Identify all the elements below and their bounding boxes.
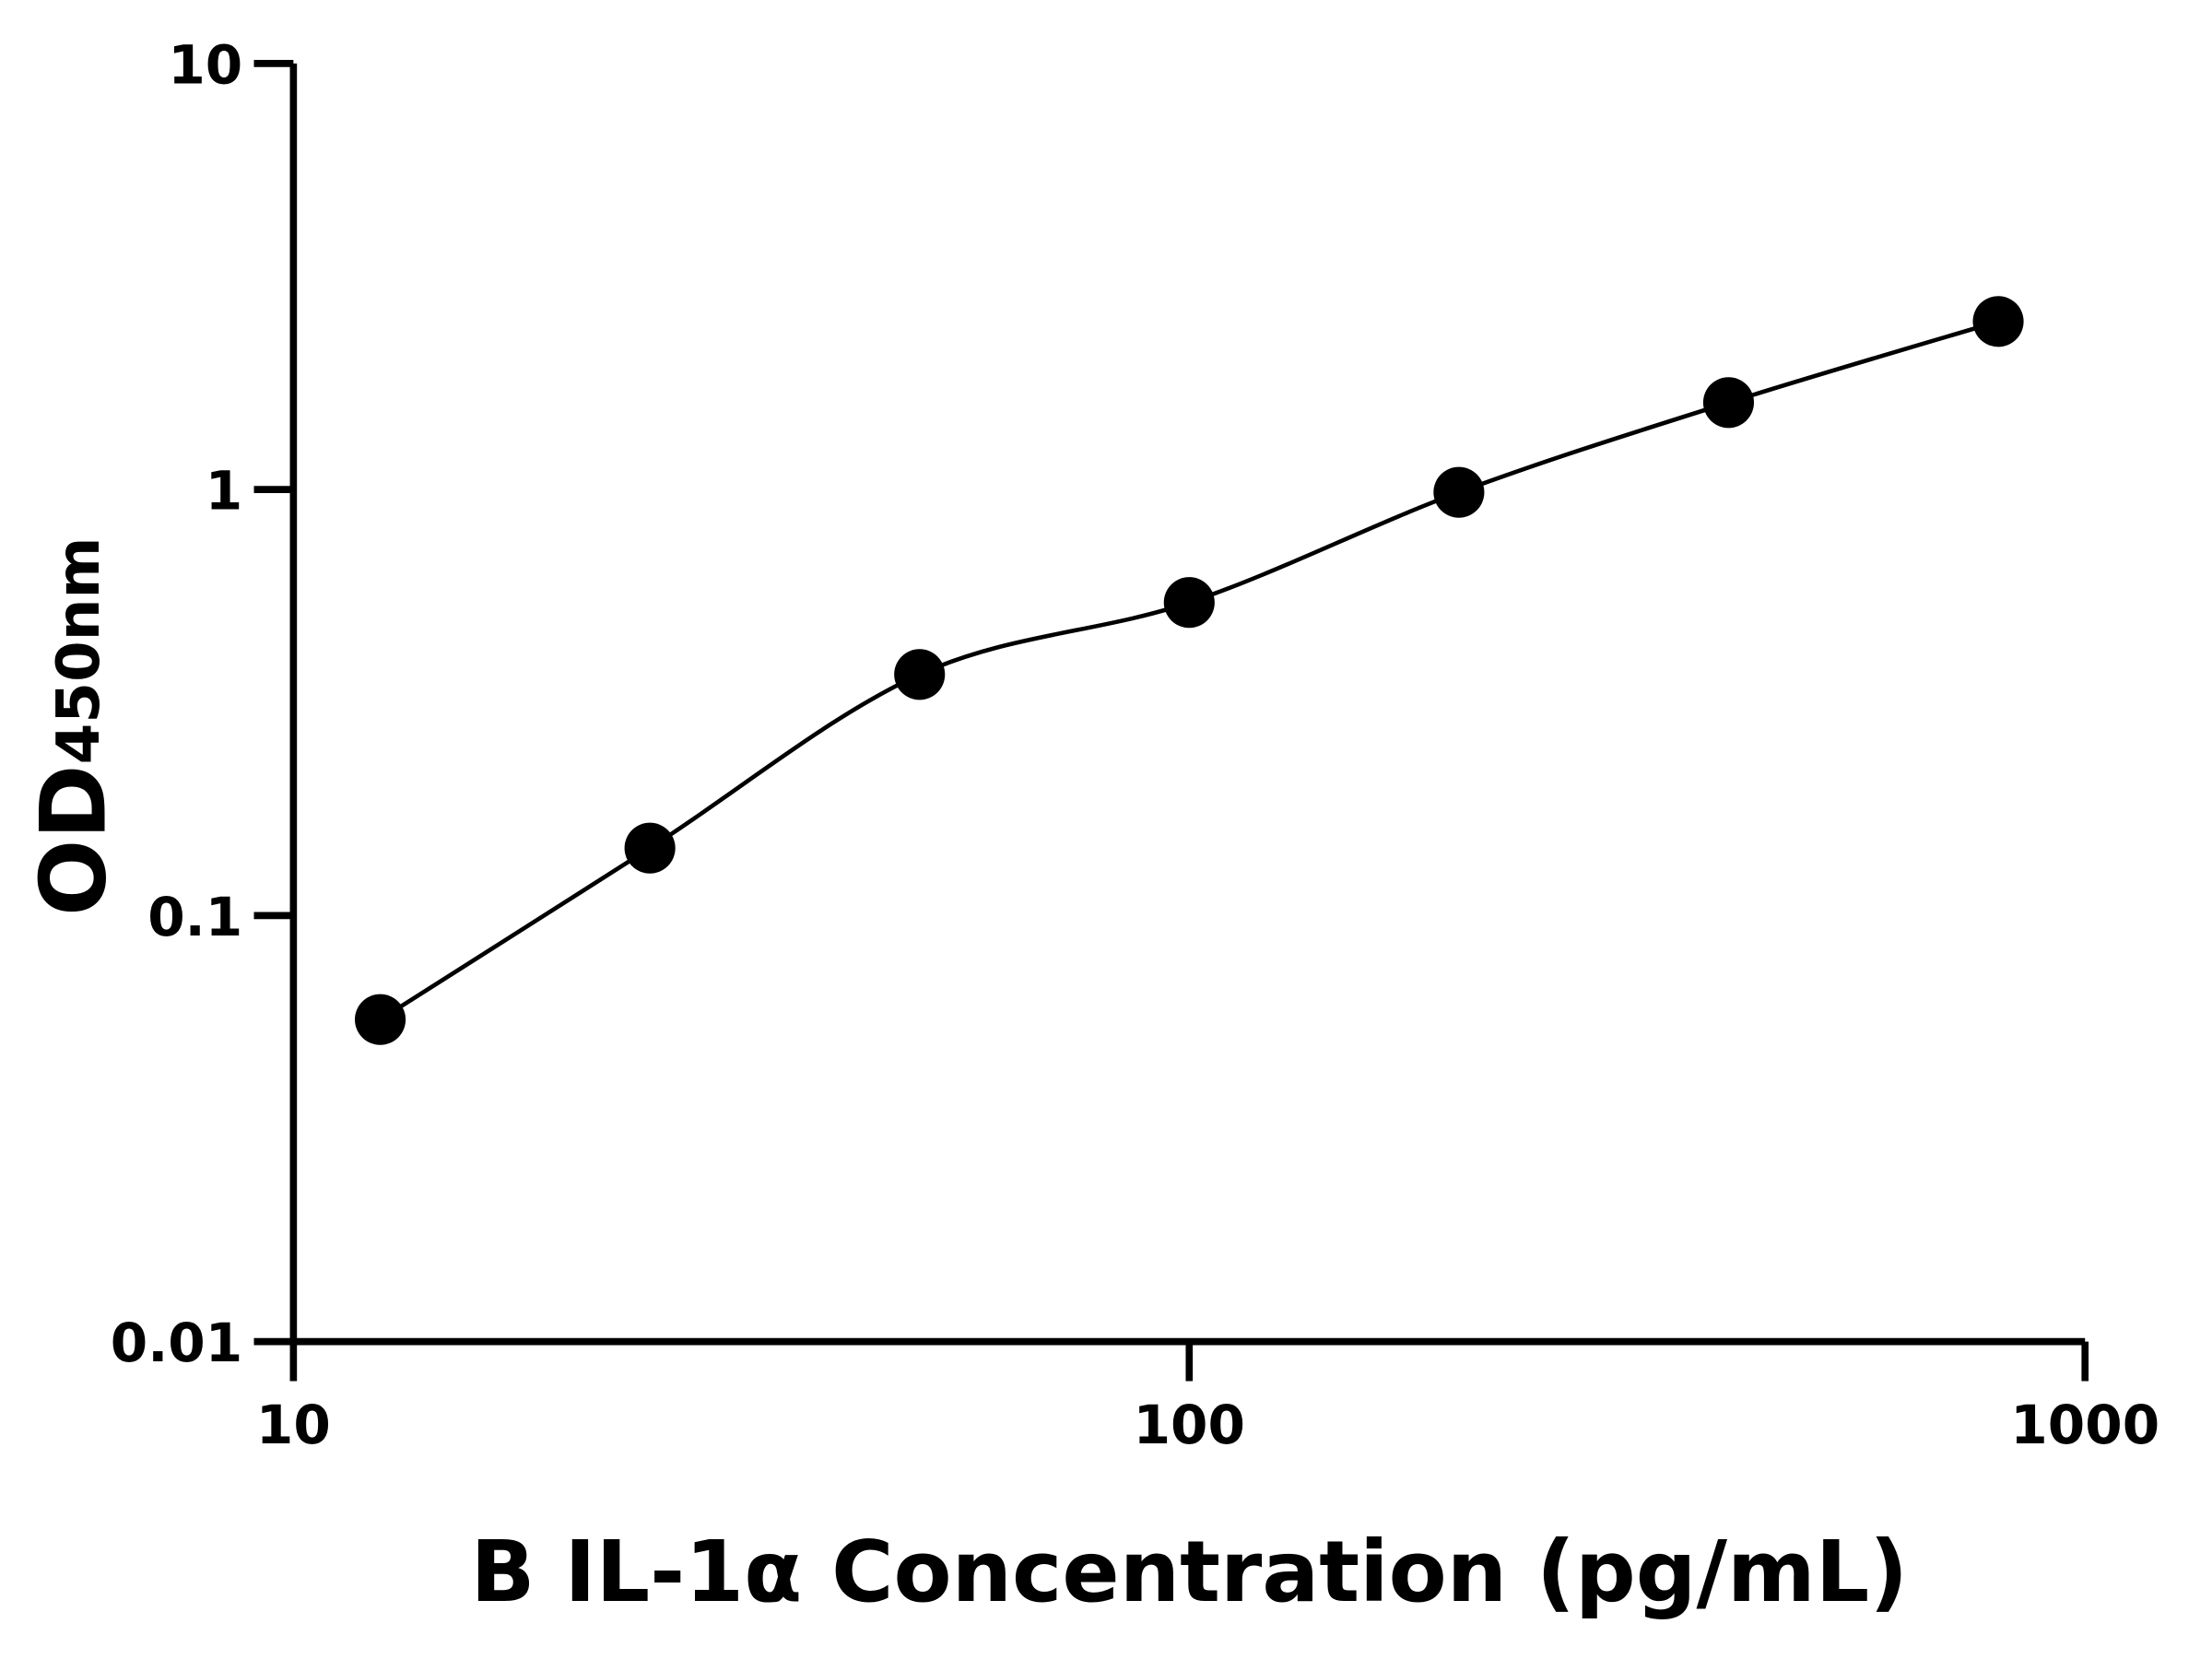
y-axis-label-sub: 450nm bbox=[44, 537, 113, 765]
data-point bbox=[1163, 577, 1215, 629]
y-axis-label: OD450nm bbox=[21, 537, 126, 916]
data-point bbox=[894, 649, 946, 700]
x-tick-label: 100 bbox=[1134, 1394, 1245, 1456]
y-tick-label: 0.01 bbox=[111, 1312, 243, 1374]
data-point bbox=[1702, 377, 1755, 429]
axes: 0.01 0.1 1 10 10 100 1000 bbox=[111, 33, 2159, 1456]
fit-curve bbox=[379, 319, 1999, 1022]
data-point bbox=[624, 822, 676, 874]
x-tick-label: 10 bbox=[256, 1394, 331, 1456]
y-tick-label: 1 bbox=[206, 460, 242, 523]
x-tick-label: 1000 bbox=[2010, 1394, 2159, 1456]
y-axis-label-main: OD bbox=[21, 764, 126, 916]
data-point bbox=[355, 994, 406, 1045]
y-tick-label: 10 bbox=[168, 33, 242, 96]
data-points bbox=[355, 296, 2024, 1045]
data-point bbox=[1433, 466, 1485, 518]
y-tick-label: 0.1 bbox=[147, 886, 242, 948]
x-axis-label: B IL-1α Concentration (pg/mL) bbox=[470, 1523, 1908, 1621]
data-point bbox=[1972, 296, 2024, 347]
